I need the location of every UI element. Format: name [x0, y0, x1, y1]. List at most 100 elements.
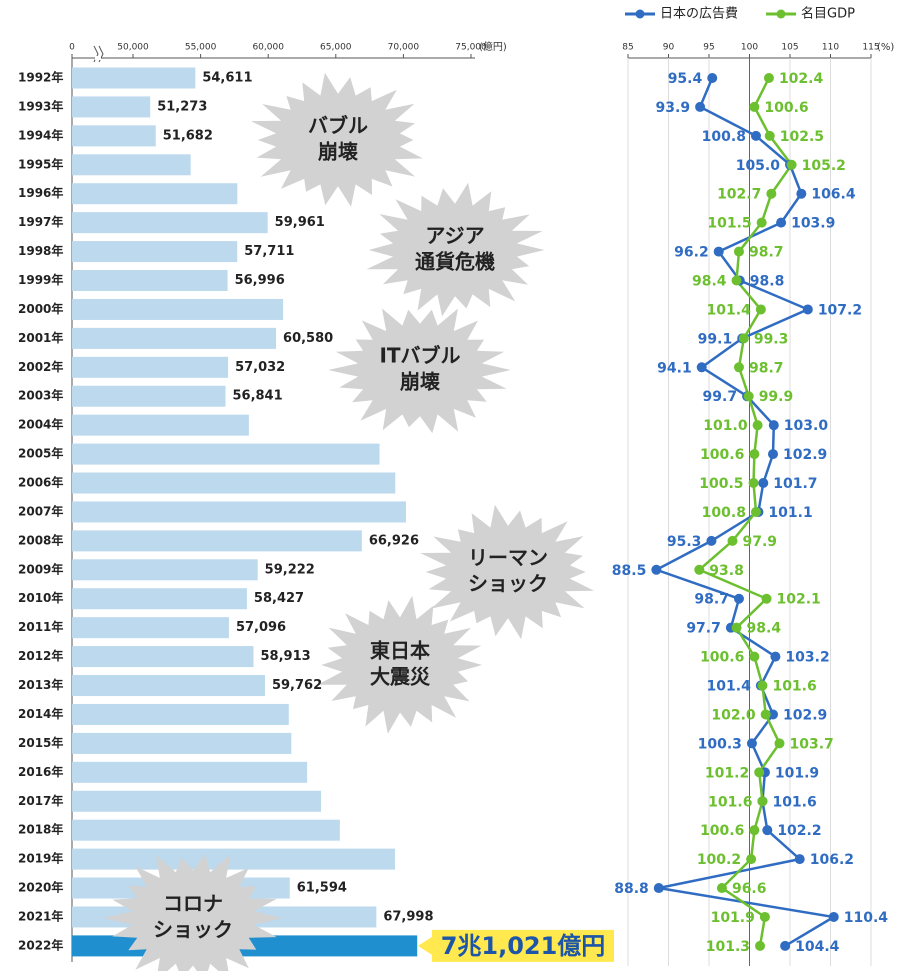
bar-value-label: 66,926 [369, 533, 419, 548]
data-point [747, 738, 757, 748]
bar [72, 559, 258, 580]
legend-label: 名目GDP [801, 6, 855, 22]
data-point [764, 73, 774, 83]
data-point [795, 854, 805, 864]
bar [72, 444, 380, 465]
x-tick-label: 60,000 [252, 43, 284, 53]
data-point [769, 420, 779, 430]
x-tick-label: 50,000 [117, 43, 149, 53]
y-tick-label: 2005年 [18, 446, 63, 461]
point-value-label: 100.8 [702, 505, 746, 521]
annotation-text: 崩壊 [318, 140, 359, 164]
point-value-label: 105.2 [802, 158, 846, 174]
bar-value-label: 57,711 [244, 244, 294, 259]
point-value-label: 98.7 [694, 592, 729, 608]
bar [72, 675, 265, 696]
bar-value-label: 57,032 [235, 360, 285, 375]
bar [72, 473, 395, 494]
point-value-label: 106.2 [810, 852, 854, 868]
point-value-label: 98.7 [749, 360, 784, 376]
x-tick-label: 0 [69, 43, 75, 53]
x-tick-label: 65,000 [320, 43, 352, 53]
point-value-label: 101.4 [707, 679, 752, 695]
data-point [768, 449, 778, 459]
point-value-label: 102.0 [711, 707, 756, 723]
point-value-label: 98.4 [747, 621, 782, 637]
data-point [765, 131, 775, 141]
bar [72, 68, 195, 89]
y-tick-label: 1994年 [18, 127, 63, 142]
point-value-label: 102.7 [717, 187, 761, 203]
point-value-label: 98.7 [749, 245, 784, 261]
data-point [787, 160, 797, 170]
annotation-text: アジア [425, 224, 484, 248]
bar [72, 617, 229, 638]
bar-value-label: 59,961 [275, 215, 325, 230]
annotation-text: 大震災 [370, 665, 431, 689]
data-point [697, 362, 707, 372]
data-point [734, 247, 744, 257]
point-value-label: 88.5 [612, 563, 647, 579]
annotation-text: 通貨危機 [415, 250, 495, 274]
data-point [654, 883, 664, 893]
y-tick-label: 2012年 [18, 648, 63, 663]
y-tick-label: 2007年 [18, 503, 63, 518]
bar-value-label: 61,594 [297, 881, 347, 896]
annotation-text: ITバブル [379, 344, 460, 368]
y-tick-label: 2014年 [18, 706, 63, 721]
y-tick-label: 2021年 [18, 908, 63, 923]
point-value-label: 100.6 [700, 823, 744, 839]
data-point [714, 247, 724, 257]
y-tick-label: 2015年 [18, 735, 63, 750]
point-value-label: 106.4 [811, 187, 856, 203]
point-value-label: 101.6 [772, 794, 816, 810]
point-value-label: 99.9 [759, 389, 794, 405]
annotation-text: リーマン [468, 546, 548, 570]
data-point [753, 420, 763, 430]
bar-value-label: 57,096 [236, 620, 286, 635]
data-point [762, 825, 772, 835]
annotation-text: 崩壊 [400, 370, 441, 394]
point-value-label: 103.2 [785, 650, 829, 666]
data-point [762, 594, 772, 604]
y-tick-label: 2003年 [18, 388, 63, 403]
y-tick-label: 1992年 [18, 70, 63, 85]
point-value-label: 100.2 [697, 852, 741, 868]
point-value-label: 102.5 [780, 129, 824, 145]
x-tick-label: 95 [703, 43, 714, 53]
y-tick-label: 2022年 [18, 937, 63, 952]
data-point [749, 478, 759, 488]
data-point [770, 652, 780, 662]
point-value-label: 101.6 [708, 794, 752, 810]
legend-marker [777, 10, 786, 19]
y-tick-label: 2004年 [18, 417, 63, 432]
data-point [796, 189, 806, 199]
axis-break-gap [95, 56, 101, 60]
y-tick-label: 2006年 [18, 475, 63, 490]
data-point [751, 507, 761, 517]
x-tick-label: 85 [622, 43, 633, 53]
data-point [695, 102, 705, 112]
data-point [755, 941, 765, 951]
point-value-label: 96.6 [732, 881, 767, 897]
bar [72, 415, 249, 436]
bar-value-label: 54,611 [202, 71, 252, 86]
point-value-label: 97.7 [686, 621, 721, 637]
point-value-label: 101.5 [707, 216, 751, 232]
bar [72, 646, 254, 667]
annotation-text: バブル [308, 114, 368, 138]
point-value-label: 102.1 [777, 592, 821, 608]
bar [72, 357, 228, 378]
bar-value-label: 59,222 [265, 562, 315, 577]
data-point [746, 854, 756, 864]
data-point [749, 102, 759, 112]
bar [72, 704, 289, 725]
point-value-label: 100.8 [702, 129, 746, 145]
point-value-label: 95.4 [668, 71, 703, 87]
data-point [734, 362, 744, 372]
x-tick-label: 70,000 [388, 43, 420, 53]
point-value-label: 102.9 [783, 447, 827, 463]
data-point [749, 825, 759, 835]
y-tick-label: 2018年 [18, 822, 63, 837]
x-axis-unit: (%) [877, 42, 894, 53]
